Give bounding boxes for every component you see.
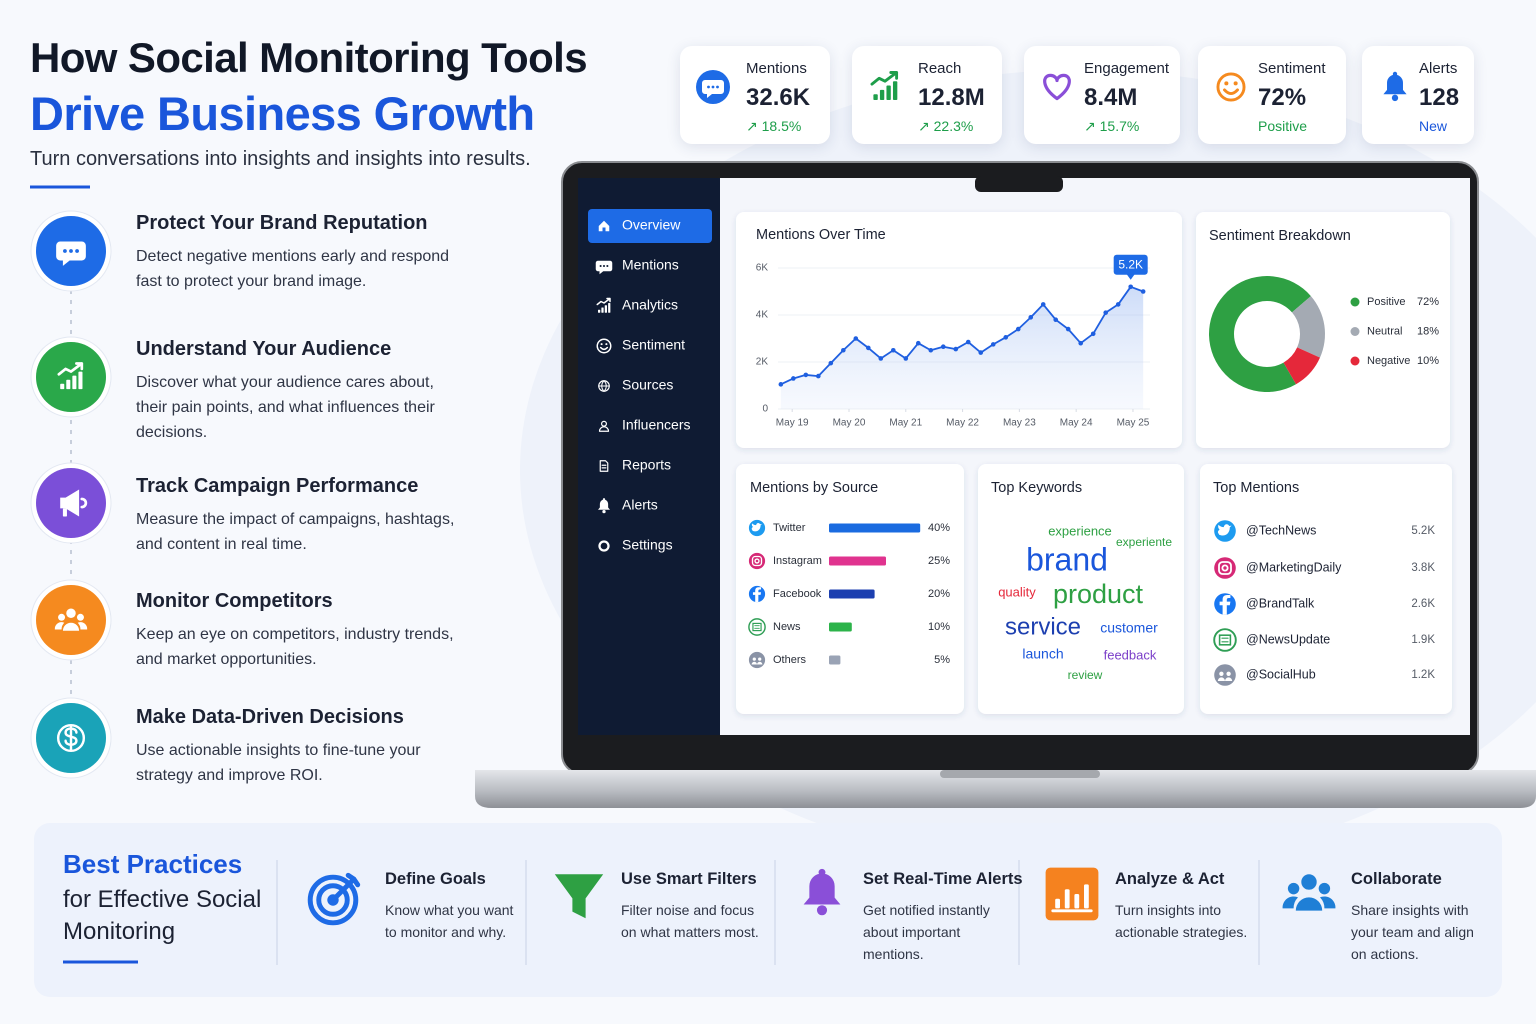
- benefit-title: Make Data-Driven Decisions: [136, 706, 404, 728]
- panel: [1196, 212, 1450, 448]
- panel: [1200, 464, 1452, 714]
- kpi-label: Engagement: [1084, 60, 1170, 77]
- icon-part: [711, 85, 715, 89]
- benefit-description: Discover what your audience cares about,…: [136, 374, 435, 441]
- icon-part: [870, 71, 899, 86]
- title: Drive Business Growth: [30, 87, 535, 140]
- sidebar: [578, 178, 720, 735]
- icon-part: [879, 89, 885, 101]
- kpi-card: Alerts 128 New: [1362, 46, 1474, 144]
- kpi-change: ↗ 18.5%: [746, 118, 802, 134]
- kpi-change: ↗ 22.3%: [918, 118, 974, 134]
- benefit-description: Keep an eye on competitors, industry tre…: [136, 626, 454, 668]
- laptop-base: [475, 770, 1536, 808]
- icon-part: [1391, 94, 1399, 102]
- icon-part: [1383, 74, 1407, 95]
- icon-part: [1043, 73, 1071, 101]
- icon-part: [1233, 81, 1238, 86]
- kpi-icon: [1216, 72, 1246, 102]
- kpi-icon: [696, 70, 730, 104]
- practice-title: Set Real-Time Alerts: [863, 870, 1023, 888]
- practice-description: Know what you want to monitor and why.: [385, 902, 514, 940]
- practices-subtitle: for Effective Social Monitoring: [63, 886, 262, 945]
- icon: [1216, 72, 1246, 102]
- benefit-description: Measure the impact of campaigns, hashtag…: [136, 511, 455, 553]
- nav-active: [588, 209, 712, 243]
- kpi-change: Positive: [1258, 118, 1308, 134]
- kpi-card: Reach 12.8M ↗ 22.3%: [852, 46, 1002, 144]
- kpi-value: 32.6K: [746, 84, 811, 111]
- kpi-icon: [1383, 71, 1407, 102]
- kpi-value: 128: [1419, 84, 1460, 111]
- icon-part: [1392, 71, 1398, 77]
- practice-title: Define Goals: [385, 870, 486, 888]
- practice-title: Analyze & Act: [1115, 870, 1225, 888]
- practice-description: Turn insights into actionable strategies…: [1115, 902, 1248, 940]
- panel: [736, 212, 1182, 448]
- kpi-card: Engagement 8.4M ↗ 15.7%: [1024, 46, 1180, 144]
- practice-title: Collaborate: [1351, 870, 1442, 888]
- panel: [736, 464, 964, 714]
- icon-part: [886, 85, 891, 101]
- benefit-description: Detect negative mentions early and respo…: [136, 248, 450, 290]
- practices-title: Best Practices: [63, 849, 243, 879]
- icon-part: [1216, 72, 1246, 102]
- practice-description: Get notified instantly about important m…: [863, 902, 990, 962]
- benefit-description: Use actionable insights to fine-tune you…: [136, 742, 421, 784]
- kpi-icon: [870, 71, 899, 101]
- icon-part: [892, 81, 898, 101]
- icon: [1383, 71, 1407, 102]
- kpi-change: ↗ 15.7%: [1084, 118, 1140, 134]
- kpi-label: Alerts: [1419, 60, 1458, 77]
- practice-description: Share insights with your team and align …: [1351, 902, 1474, 962]
- kpi-value: 72%: [1258, 84, 1307, 111]
- benefit-title: Track Campaign Performance: [136, 475, 419, 497]
- kpi-label: Sentiment: [1258, 60, 1326, 77]
- kpi-value: 12.8M: [918, 84, 985, 111]
- laptop-groove: [940, 770, 1100, 778]
- kpi-icon: [1043, 73, 1071, 101]
- icon: [1043, 73, 1071, 101]
- kpi-label: Reach: [918, 60, 962, 77]
- kpi-label: Mentions: [746, 60, 807, 77]
- icon-part: [702, 80, 724, 98]
- icon-part: [1224, 81, 1229, 86]
- kpi-card: Mentions 32.6K ↗ 18.5%: [680, 46, 830, 144]
- benefit-title: Monitor Competitors: [136, 590, 333, 612]
- subtitle: Turn conversations into insights and ins…: [30, 148, 531, 170]
- camera-notch: [975, 176, 1063, 192]
- kpi-card: Sentiment 72% Positive: [1198, 46, 1346, 144]
- benefit-title: Understand Your Audience: [136, 338, 392, 360]
- practices-panel: [34, 823, 1502, 997]
- icon-part: [716, 85, 719, 89]
- benefit-title: Protect Your Brand Reputation: [136, 212, 428, 234]
- icon: [702, 80, 724, 98]
- kpi-change: New: [1419, 118, 1448, 134]
- title: How Social Monitoring Tools: [30, 34, 588, 81]
- kpi-value: 8.4M: [1084, 84, 1138, 111]
- panel: [978, 464, 1184, 714]
- icon-part: [1223, 88, 1239, 95]
- icon-part: [873, 94, 878, 101]
- icon: [870, 71, 899, 101]
- practice-description: Filter noise and focus on what matters m…: [621, 902, 759, 940]
- icon-part: [707, 85, 710, 89]
- practice-title: Use Smart Filters: [621, 870, 757, 888]
